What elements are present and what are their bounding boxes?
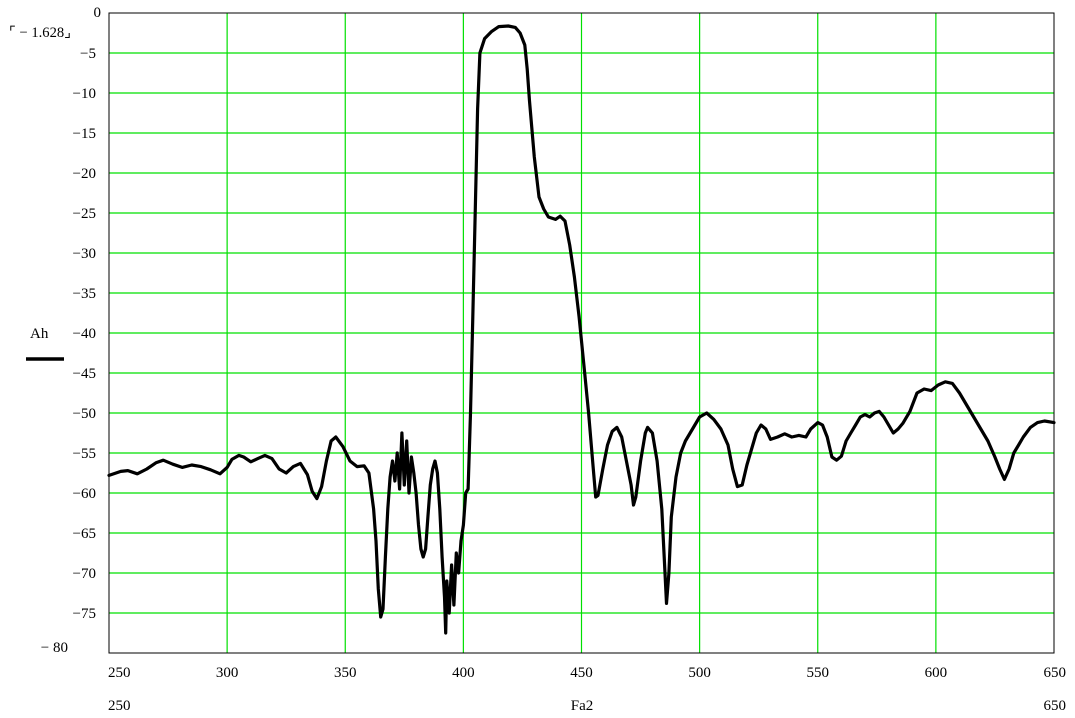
y-tick-label: −35 xyxy=(73,286,96,302)
x-tick-label: 400 xyxy=(452,665,475,681)
x-range-max-label: 650 xyxy=(1044,698,1067,714)
y-tick-labels: 0 −5 −10 −15 −20 −25 −30 −35 −40 −45 −50 −55 −60 −65 −… xyxy=(41,5,101,656)
x-tick-label: 350 xyxy=(334,665,357,681)
x-tick-label: 500 xyxy=(688,665,711,681)
y-tick-label: −30 xyxy=(73,246,96,262)
y-tick-label: −70 xyxy=(73,566,96,582)
y-tick-label: 0 xyxy=(94,5,102,21)
y-top-marker: ⌜ − 1.628⌟ xyxy=(9,25,71,41)
y-tick-label: −45 xyxy=(73,366,96,382)
x-tick-label: 600 xyxy=(925,665,948,681)
y-tick-label: −20 xyxy=(73,166,96,182)
x-tick-label: 250 xyxy=(108,665,131,681)
y-tick-label: −10 xyxy=(73,86,96,102)
x-tick-label: 450 xyxy=(570,665,593,681)
x-range-min-label: 250 xyxy=(108,698,131,714)
y-axis-label: Ah xyxy=(30,326,49,342)
y-tick-label: −40 xyxy=(73,326,96,342)
series-line-ah xyxy=(107,24,1056,635)
y-tick-label: −5 xyxy=(80,46,96,62)
grid-lines xyxy=(109,13,1054,653)
y-tick-label: −55 xyxy=(73,446,96,462)
x-axis-label: Fa2 xyxy=(571,698,594,714)
x-tick-label: 550 xyxy=(807,665,830,681)
y-tick-label: −15 xyxy=(73,126,96,142)
x-tick-label: 650 xyxy=(1044,665,1067,681)
y-tick-label: −60 xyxy=(73,486,96,502)
x-tick-labels: 250 300 350 400 450 500 550 600 650 xyxy=(108,665,1066,681)
y-tick-label: − 80 xyxy=(41,640,68,656)
y-tick-label: −25 xyxy=(73,206,96,222)
y-tick-label: −65 xyxy=(73,526,96,542)
plot-frame xyxy=(108,12,1055,654)
y-tick-label: −75 xyxy=(73,606,96,622)
x-tick-label: 300 xyxy=(216,665,239,681)
y-tick-label: −50 xyxy=(73,406,96,422)
